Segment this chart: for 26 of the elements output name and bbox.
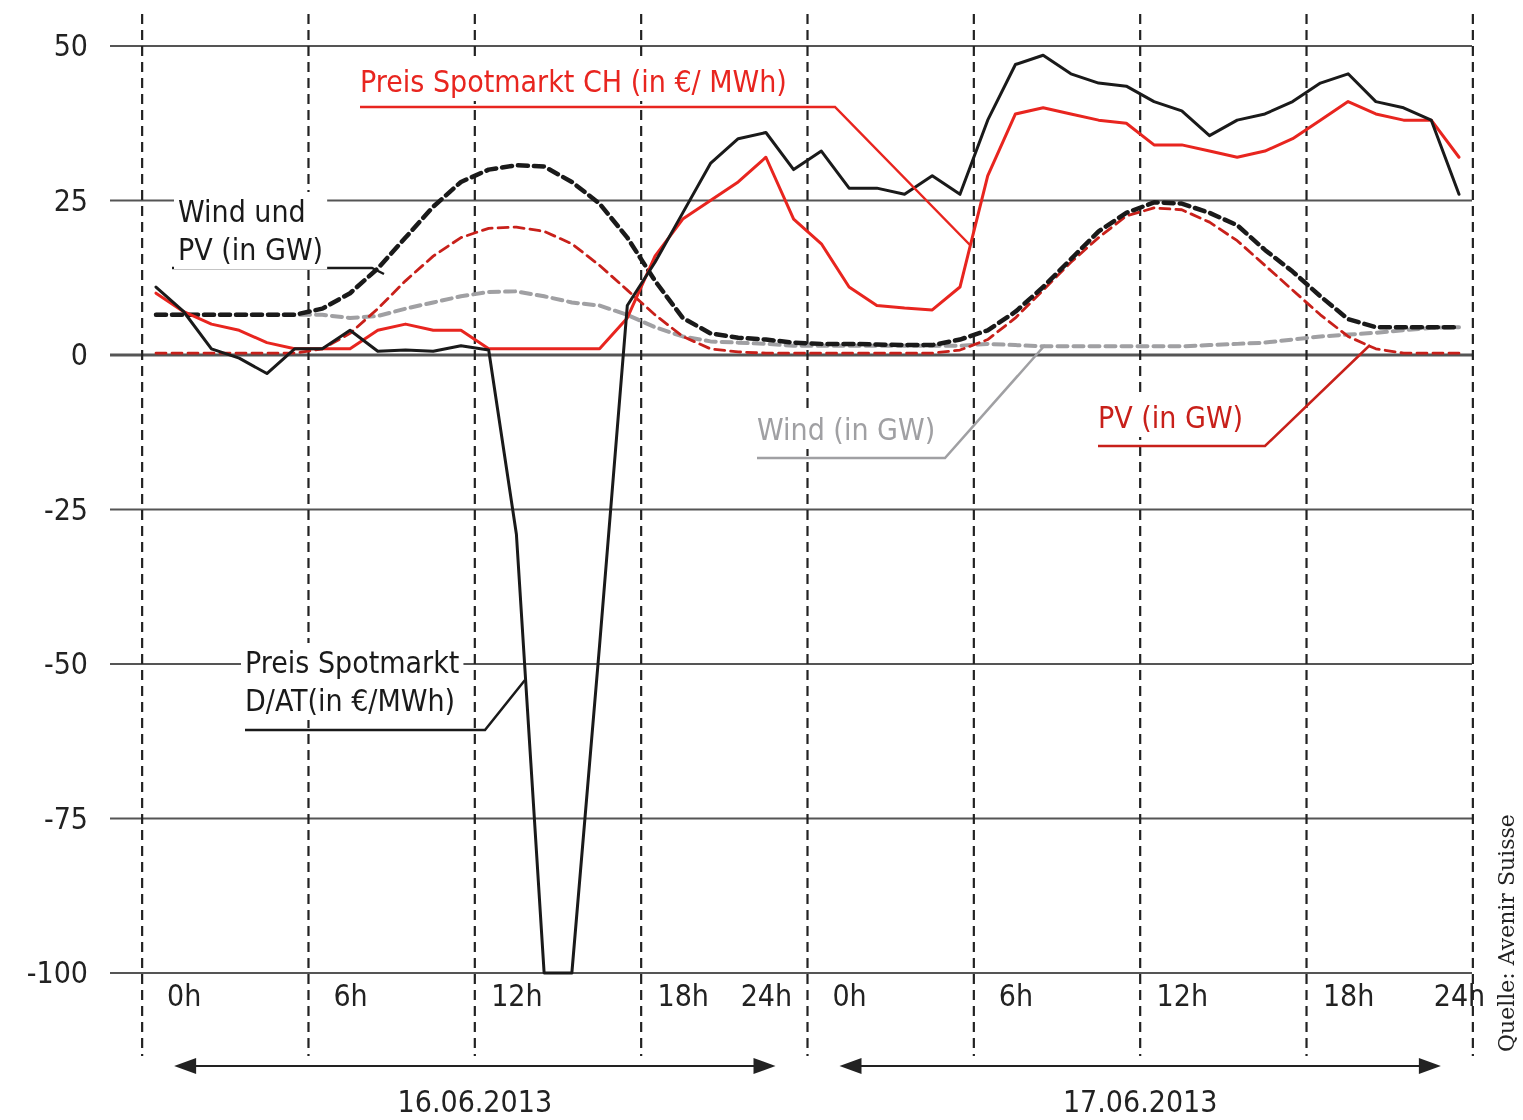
line-series [154,100,1461,351]
series-label: Wind und PV (in GW) [178,194,324,267]
x-tick-label: 6h [333,978,368,1014]
y-tick-label: -75 [43,800,88,836]
x-tick-label: 0h [167,978,202,1014]
x-tick-label: 12h [491,978,543,1014]
x-tick-label: 24h [1433,978,1486,1014]
text: Wind (in GW) [757,412,936,447]
text: 17.06.2013 [1062,1084,1218,1119]
x-tick-label: 12h [1156,978,1208,1014]
x-tick-label: 18h [1322,978,1375,1014]
source-note: Quelle: Avenir Suisse [1494,814,1519,1052]
y-tick-label: 50 [53,28,88,64]
x-tick-label: 6h [998,978,1034,1014]
text: 16.06.2013 [397,1084,553,1119]
y-tick-label: -25 [43,491,88,527]
y-tick-label: -100 [26,955,88,991]
x-tick-label: 18h [657,978,709,1014]
text: PV (in GW) [1098,400,1244,435]
y-tick-label: 0 [70,337,88,373]
x-tick-label: 24h [740,978,793,1014]
y-tick-label: -50 [43,646,88,682]
text: Preis Spotmarkt D/AT(in €/MWh) [245,645,460,718]
y-tick-label: 25 [53,182,88,218]
text: Preis Spotmarkt CH (in €/ MWh) [360,64,787,99]
x-tick-label: 0h [832,978,867,1014]
